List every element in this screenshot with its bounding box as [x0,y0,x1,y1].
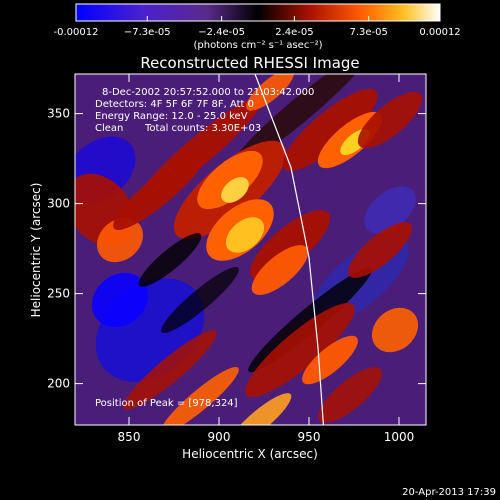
y-tick-label: 350 [47,107,70,121]
y-tick-label: 200 [47,377,70,391]
heatmap-region [138,233,202,287]
heatmap-region [348,222,412,278]
y-axis-label: Heliocentric Y (arcsec) [29,183,43,318]
x-axis-label: Heliocentric X (arcsec) [182,447,318,461]
heatmap-region [138,97,262,203]
heatmap-region [251,245,309,295]
heatmap-region [228,393,292,425]
colorbar [75,3,441,22]
plot-frame [74,73,427,426]
annotation-date: 8-Dec-2002 20:57:52.000 to 21:03:42.000 [102,87,314,98]
heatmap-region [91,272,149,328]
x-tick-label: 950 [298,430,321,444]
heatmap-region [230,74,370,169]
x-tick-label: 900 [208,430,231,444]
annotation-detectors: Detectors: 4F 5F 6F 7F 8F, Att 0 [95,99,254,110]
colorbar-tick-label: 2.4e-05 [275,27,313,38]
y-tick-label: 300 [47,197,70,211]
footer-timestamp: 20-Apr-2013 17:39 [402,487,496,498]
heatmap-region [161,366,239,425]
heatmap-region [245,302,355,398]
solar-limb-line [254,74,324,425]
colorbar-ticks: -0.00012 −7.3e-05 −2.4e-05 2.4e-05 7.3e-05 0.… [54,16,461,38]
heatmap-region [161,266,239,334]
heatmap-region [357,91,423,149]
heatmap-region [225,217,265,253]
annotation-energy: Energy Range: 12.0 - 25.0 keV [95,111,248,122]
heatmap-region [221,177,249,203]
heatmap-region [364,186,416,234]
axis-ticks: 850 900 950 1000 200 250 300 350 [47,74,426,444]
annotation-clean: Clean [95,123,123,134]
heatmap-image [75,74,426,425]
x-tick-label: 1000 [384,430,415,444]
colorbar-unit-label: (photons cm⁻² s⁻¹ asec⁻²) [193,40,322,51]
colorbar-tick-label: -0.00012 [54,27,99,38]
colorbar-tick-label: −2.4e-05 [198,27,245,38]
annotation-counts: Total counts: 3.30E+03 [144,123,261,134]
annotation-peak: Position of Peak = [978,324] [95,398,238,409]
heatmap-region [318,367,382,423]
colorbar-tick-label: 7.3e-05 [350,27,388,38]
colorbar-tick-label: 0.00012 [419,27,460,38]
chart-title: Reconstructed RHESSI Image [140,54,359,72]
heatmap-region [123,330,217,410]
heatmap-region [96,217,144,263]
heatmap-region [197,150,263,210]
y-tick-label: 250 [47,287,70,301]
colorbar-tick-label: −7.3e-05 [124,27,171,38]
heatmap-region [246,74,294,111]
heatmap-region [282,89,378,171]
heatmap-region [371,307,419,353]
x-tick-label: 850 [118,430,141,444]
heatmap-region [302,335,358,385]
